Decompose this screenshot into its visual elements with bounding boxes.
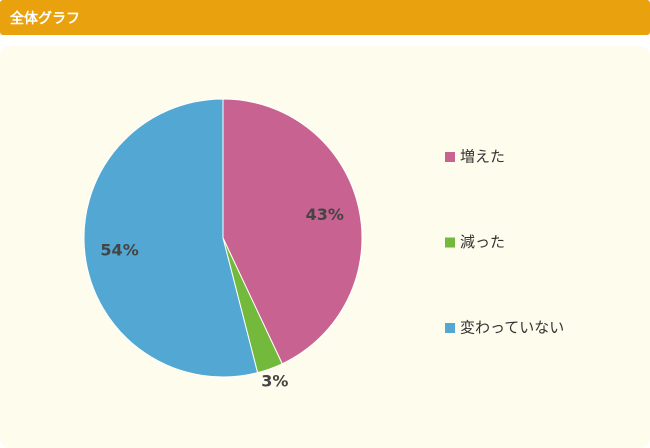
legend-swatch [445,237,455,248]
pie-slice [222,98,363,365]
legend-swatch [445,152,455,162]
legend-label: 減った [460,233,505,251]
legend-swatch [445,323,455,333]
legend-label: 変わっていない [460,319,564,337]
legend-label: 増えた [460,148,505,166]
header: 全体グラフ [0,0,650,35]
slice-label: 54% [100,241,138,260]
slice-label: 43% [306,205,344,224]
pie-slice [83,98,259,378]
header-title: 全体グラフ [10,11,80,27]
slice-label: 3% [261,371,288,390]
